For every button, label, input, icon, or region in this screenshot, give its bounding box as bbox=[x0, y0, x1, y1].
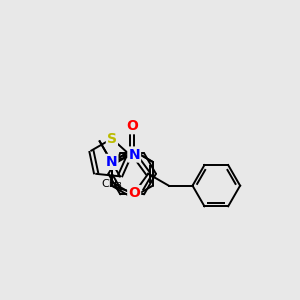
Text: O: O bbox=[128, 186, 140, 200]
Text: N: N bbox=[106, 155, 117, 169]
Text: CH₃: CH₃ bbox=[101, 178, 122, 188]
Text: O: O bbox=[126, 119, 138, 133]
Text: N: N bbox=[128, 148, 140, 161]
Text: S: S bbox=[107, 132, 117, 146]
